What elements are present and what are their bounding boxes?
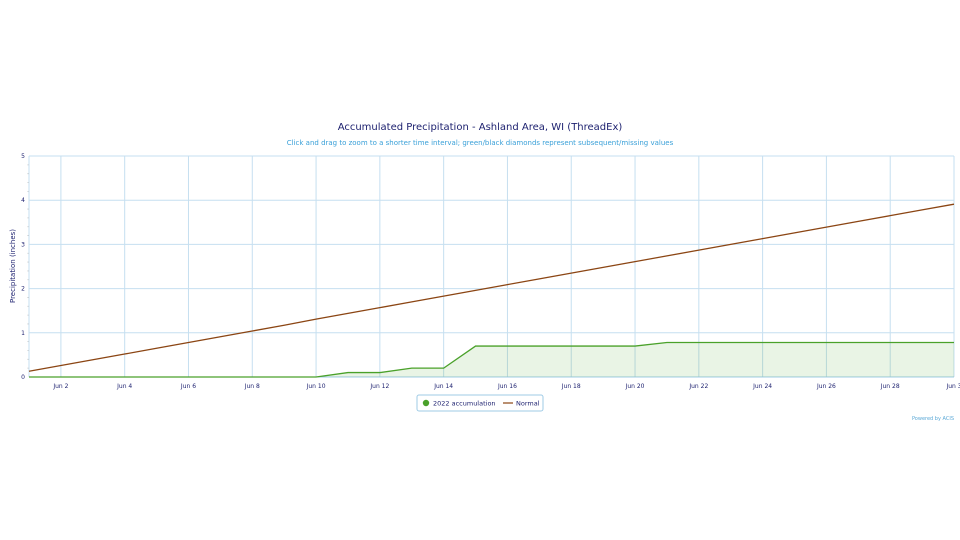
legend-marker-2022 (422, 399, 430, 407)
chart-subtitle: Click and drag to zoom to a shorter time… (287, 139, 674, 147)
area-layer (29, 342, 954, 377)
x-tick-label: Jun 2 (52, 383, 68, 390)
y-axis-ticks: 0 1 2 3 4 5 (21, 153, 25, 381)
x-tick-label: Jun 8 (244, 383, 260, 390)
y-tick-label: 5 (21, 153, 25, 160)
y-tick-label: 2 (21, 286, 25, 293)
x-tick-label: Jun 3 (945, 383, 960, 390)
y-tick-label: 3 (21, 241, 25, 248)
x-tick-label: Jun 28 (880, 383, 900, 390)
x-tick-label: Jun 18 (561, 383, 581, 390)
x-tick-label: Jun 10 (306, 383, 326, 390)
x-tick-label: Jun 14 (433, 383, 453, 390)
y-axis-label: Precipitation (inches) (9, 229, 17, 303)
series-line-normal (28, 203, 955, 372)
y-tick-label: 4 (21, 197, 25, 204)
legend-box (416, 394, 544, 412)
plot-grid (27, 155, 955, 378)
lines-layer (28, 203, 955, 378)
x-tick-label: Jun 22 (688, 383, 708, 390)
legend-label-2022[interactable]: 2022 accumulation (433, 400, 496, 408)
legend-label-normal[interactable]: Normal (516, 400, 540, 408)
x-tick-label: Jun 20 (625, 383, 645, 390)
y-tick-label: 0 (21, 374, 25, 381)
series-line-2022-accumulation (29, 341, 954, 378)
x-tick-label: Jun 6 (180, 383, 196, 390)
x-tick-label: Jun 16 (497, 383, 517, 390)
x-tick-label: Jun 4 (116, 383, 132, 390)
x-tick-label: Jun 24 (752, 383, 772, 390)
series-area-0 (29, 342, 954, 377)
legend[interactable]: 2022 accumulation Normal (416, 394, 544, 412)
y-tick-label: 1 (21, 330, 25, 337)
chart-title: Accumulated Precipitation - Ashland Area… (338, 122, 623, 133)
x-axis-ticks: Jun 2 Jun 4 Jun 6 Jun 8 Jun 10 Jun 12 Jun 14 Ju… (52, 383, 960, 390)
x-tick-label: Jun 12 (369, 383, 389, 390)
x-tick-label: Jun 26 (816, 383, 836, 390)
credit-link[interactable]: Powered by ACIS (912, 416, 954, 422)
